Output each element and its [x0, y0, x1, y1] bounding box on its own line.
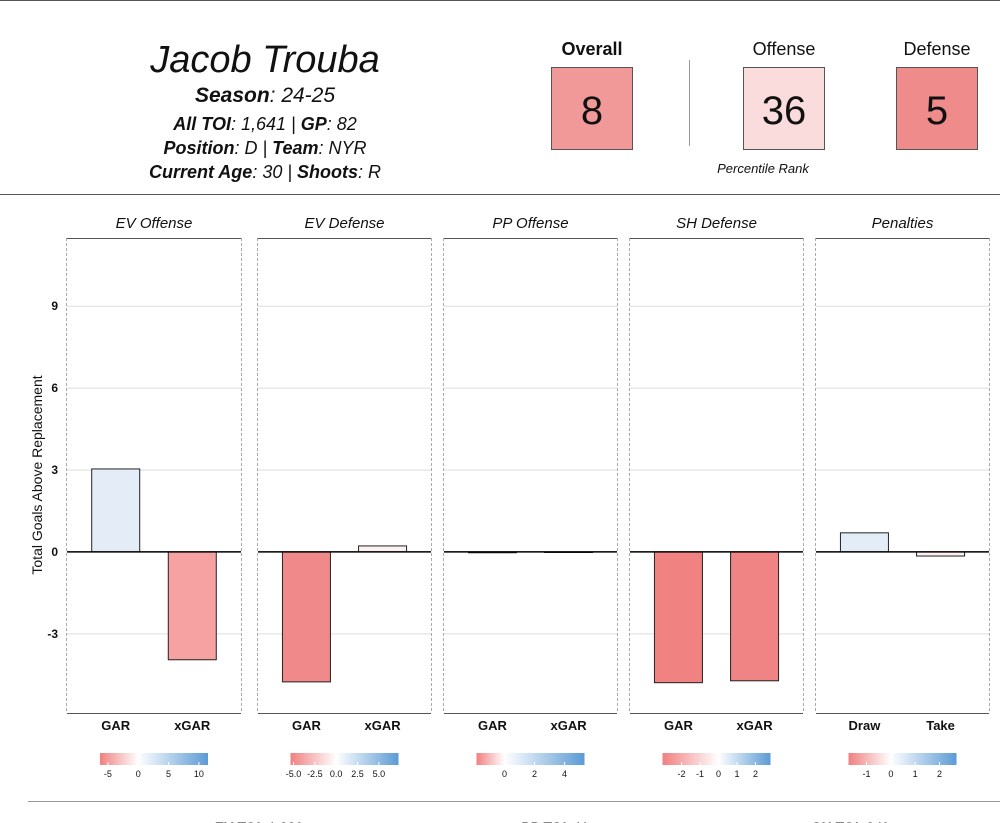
facet-title: Penalties: [872, 215, 934, 232]
bar: [167, 551, 217, 661]
colorbar-tick-label: -5.0: [286, 769, 302, 779]
colorbar-tick-label: -1: [696, 769, 704, 779]
y-axis-label: Total Goals Above Replacement: [29, 375, 45, 574]
text-part: : R: [358, 162, 381, 182]
colorbar-tick-label: 5: [166, 769, 171, 779]
x-tick-label: xGAR: [174, 718, 211, 733]
facet-title: EV Defense: [304, 215, 384, 232]
text-part: : 24-25: [270, 84, 336, 107]
colorbar-tick-label: -5: [104, 769, 112, 779]
colorbar-tick-label: 1: [735, 769, 740, 779]
x-tick-label: GAR: [292, 718, 322, 733]
text-part: : D |: [234, 138, 272, 158]
colorbar-tick-label: 0: [888, 769, 893, 779]
bar: [358, 545, 408, 553]
percentile-label: Overall: [561, 39, 622, 59]
y-tick-label: 6: [51, 381, 58, 395]
x-tick-label: xGAR: [736, 718, 773, 733]
bar: [91, 468, 141, 553]
toi-info: EV TOI: 1,230: [214, 819, 303, 823]
text-part: : 1,641 |: [231, 114, 301, 134]
text-part: PP TOI: [520, 819, 566, 823]
bar: [653, 551, 703, 684]
colorbar-tick-label: 2.5: [351, 769, 364, 779]
colorbar-tick-label: 5.0: [373, 769, 386, 779]
percentile-box: [743, 67, 825, 150]
x-tick-label: Draw: [849, 718, 882, 733]
colorbar: [662, 753, 771, 765]
percentile-value: 8: [581, 89, 603, 133]
colorbar: [476, 753, 585, 765]
text-part: All TOI: [172, 114, 232, 134]
colorbar: [848, 753, 957, 765]
colorbar-tick-label: -1: [862, 769, 870, 779]
percentile-caption: Percentile Rank: [717, 161, 810, 176]
text-part: : NYR: [319, 138, 367, 158]
bar: [281, 551, 331, 683]
text-part: GP: [301, 114, 328, 134]
colorbar-tick-label: 2: [532, 769, 537, 779]
colorbar-tick-label: 4: [562, 769, 567, 779]
percentile-value: 5: [926, 89, 948, 133]
percentile-label: Defense: [903, 39, 970, 59]
player-info: Season: 24-25: [195, 84, 335, 107]
facet-title: SH Defense: [676, 215, 757, 232]
player-name: Jacob Trouba: [149, 39, 380, 81]
text-part: : 1,230: [259, 819, 302, 823]
percentile-box: [551, 67, 633, 150]
x-tick-label: xGAR: [550, 718, 587, 733]
colorbar-tick-label: 2: [937, 769, 942, 779]
text-part: Shoots: [297, 162, 358, 182]
toi-info: PP TOI: 11: [520, 819, 587, 823]
y-tick-label: 9: [51, 299, 58, 313]
colorbar-tick-label: 2: [753, 769, 758, 779]
text-part: : 82: [327, 114, 357, 134]
y-tick-label: -3: [47, 627, 58, 641]
player-info: Current Age: 30 | Shoots: R: [149, 162, 381, 182]
percentile-value: 36: [762, 89, 807, 133]
text-part: SH TOI: [811, 819, 859, 823]
text-part: Season: [195, 84, 270, 107]
colorbar-tick-label: 10: [194, 769, 204, 779]
text-part: Position: [163, 138, 234, 158]
text-part: EV TOI: [214, 819, 261, 823]
percentile-box: [896, 67, 978, 150]
x-tick-label: GAR: [478, 718, 508, 733]
toi-info: SH TOI: 349: [811, 819, 889, 823]
colorbar-tick-label: -2.5: [307, 769, 323, 779]
bar: [730, 551, 780, 682]
text-part: : 30 |: [252, 162, 297, 182]
colorbar: [290, 753, 399, 765]
colorbar-tick-label: 0: [136, 769, 141, 779]
x-tick-label: GAR: [101, 718, 131, 733]
text-part: : 11: [565, 819, 587, 823]
facet-title: PP Offense: [492, 215, 568, 232]
y-tick-label: 3: [51, 463, 58, 477]
x-tick-label: xGAR: [364, 718, 401, 733]
x-tick-label: Take: [926, 718, 955, 733]
player-info: All TOI: 1,641 | GP: 82: [172, 114, 356, 134]
colorbar-tick-label: 0: [502, 769, 507, 779]
colorbar: [100, 753, 208, 765]
text-part: : 349: [858, 819, 889, 823]
text-part: Team: [272, 138, 318, 158]
text-part: Current Age: [149, 162, 252, 182]
player-info: Position: D | Team: NYR: [163, 138, 366, 158]
colorbar-tick-label: 1: [913, 769, 918, 779]
colorbar-tick-label: -2: [678, 769, 686, 779]
colorbar-tick-label: 0: [716, 769, 721, 779]
y-tick-label: 0: [51, 545, 58, 559]
facet-title: EV Offense: [116, 215, 193, 232]
percentile-label: Offense: [753, 39, 816, 59]
bar: [839, 532, 889, 553]
colorbar-tick-label: 0.0: [330, 769, 343, 779]
x-tick-label: GAR: [664, 718, 694, 733]
